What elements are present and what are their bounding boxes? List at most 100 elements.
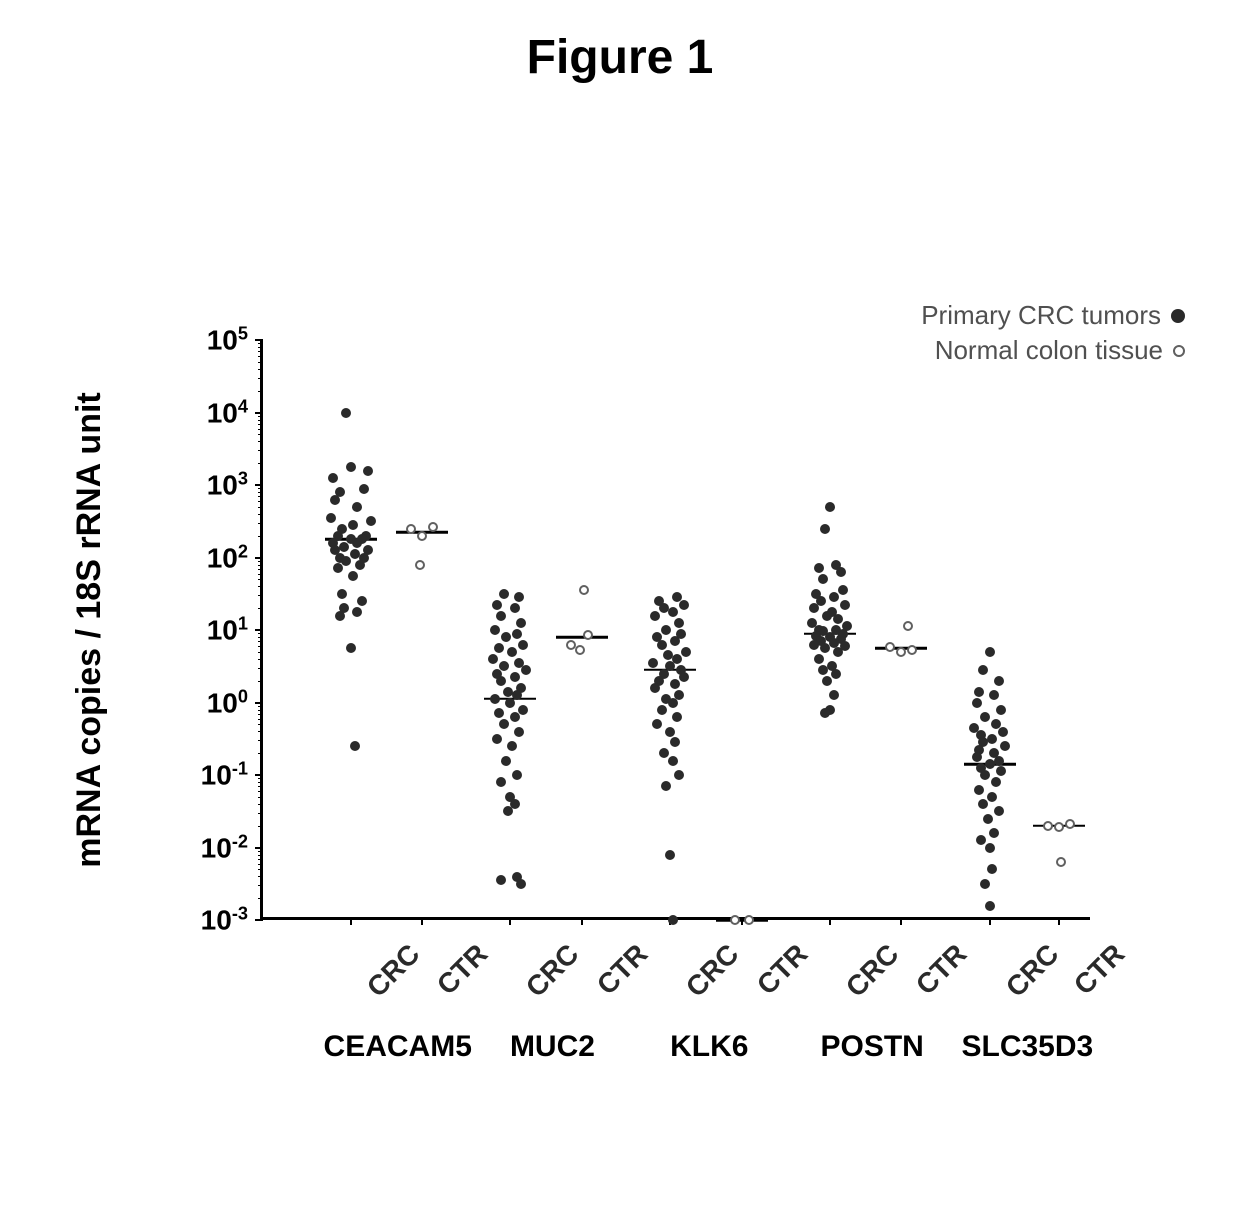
- filled-point: [809, 640, 819, 650]
- filled-point: [972, 752, 982, 762]
- filled-circle-icon: [1171, 309, 1185, 323]
- gene-label: MUC2: [510, 1030, 595, 1064]
- filled-point: [974, 785, 984, 795]
- filled-point: [352, 607, 362, 617]
- filled-point: [346, 462, 356, 472]
- filled-point: [352, 502, 362, 512]
- filled-point: [366, 516, 376, 526]
- filled-point: [820, 643, 830, 653]
- filled-point: [503, 806, 513, 816]
- ytick-label: 10-3: [168, 903, 248, 936]
- filled-point: [991, 777, 1001, 787]
- xtick-label: CTR: [751, 938, 814, 1001]
- filled-point: [1000, 741, 1010, 751]
- xtick-label: CTR: [910, 938, 973, 1001]
- filled-point: [985, 759, 995, 769]
- filled-point: [840, 600, 850, 610]
- legend-label-filled: Primary CRC tumors: [921, 300, 1161, 331]
- filled-point: [516, 618, 526, 628]
- filled-point: [987, 792, 997, 802]
- filled-point: [681, 647, 691, 657]
- filled-point: [974, 687, 984, 697]
- filled-point: [494, 643, 504, 653]
- filled-point: [670, 636, 680, 646]
- open-point: [1054, 822, 1064, 832]
- filled-point: [341, 556, 351, 566]
- filled-point: [820, 524, 830, 534]
- filled-point: [488, 654, 498, 664]
- open-point: [1065, 819, 1075, 829]
- filled-point: [987, 734, 997, 744]
- open-point: [907, 645, 917, 655]
- filled-point: [668, 756, 678, 766]
- filled-point: [496, 676, 506, 686]
- filled-point: [350, 741, 360, 751]
- filled-point: [492, 734, 502, 744]
- filled-point: [346, 643, 356, 653]
- filled-point: [357, 596, 367, 606]
- open-point: [730, 915, 740, 925]
- filled-point: [994, 676, 1004, 686]
- ytick-label: 100: [168, 686, 248, 719]
- filled-point: [985, 901, 995, 911]
- filled-point: [814, 563, 824, 573]
- gene-label: KLK6: [670, 1030, 748, 1064]
- filled-point: [514, 592, 524, 602]
- open-point: [428, 522, 438, 532]
- xtick-label: CRC: [680, 938, 746, 1004]
- filled-point: [661, 781, 671, 791]
- filled-point: [510, 603, 520, 613]
- filled-point: [989, 690, 999, 700]
- filled-point: [490, 625, 500, 635]
- filled-point: [996, 766, 1006, 776]
- filled-point: [674, 770, 684, 780]
- open-point: [896, 647, 906, 657]
- xtick-label: CTR: [1068, 938, 1131, 1001]
- ytick-label: 10-1: [168, 758, 248, 791]
- filled-point: [341, 408, 351, 418]
- figure-title: Figure 1: [0, 0, 1240, 85]
- open-point: [583, 630, 593, 640]
- filled-point: [665, 727, 675, 737]
- filled-point: [996, 705, 1006, 715]
- y-axis-label: mRNA copies / 18S rRNA unit: [70, 392, 109, 867]
- filled-point: [359, 484, 369, 494]
- filled-point: [490, 694, 500, 704]
- filled-point: [838, 585, 848, 595]
- filled-point: [355, 560, 365, 570]
- filled-point: [976, 835, 986, 845]
- filled-point: [657, 640, 667, 650]
- filled-point: [989, 828, 999, 838]
- filled-point: [980, 712, 990, 722]
- filled-point: [650, 683, 660, 693]
- open-circle-icon: [1173, 345, 1185, 357]
- filled-point: [659, 748, 669, 758]
- filled-point: [499, 589, 509, 599]
- filled-point: [516, 879, 526, 889]
- filled-point: [994, 806, 1004, 816]
- filled-point: [670, 737, 680, 747]
- filled-point: [822, 676, 832, 686]
- filled-point: [363, 466, 373, 476]
- filled-point: [818, 574, 828, 584]
- filled-point: [985, 843, 995, 853]
- filled-point: [972, 698, 982, 708]
- open-point: [575, 645, 585, 655]
- gene-label: CEACAM5: [324, 1030, 472, 1064]
- xtick-label: CTR: [591, 938, 654, 1001]
- ytick-label: 101: [168, 613, 248, 646]
- filled-point: [330, 495, 340, 505]
- filled-point: [648, 658, 658, 668]
- filled-point: [814, 654, 824, 664]
- chart-container: mRNA copies / 18S rRNA unit 10-310-210-1…: [100, 340, 1140, 1140]
- filled-point: [983, 814, 993, 824]
- open-point: [406, 524, 416, 534]
- filled-point: [987, 864, 997, 874]
- ytick-label: 10-2: [168, 831, 248, 864]
- filled-point: [494, 708, 504, 718]
- filled-point: [674, 618, 684, 628]
- gene-label: POSTN: [820, 1030, 923, 1064]
- ytick-label: 103: [168, 468, 248, 501]
- filled-point: [670, 679, 680, 689]
- filled-point: [661, 625, 671, 635]
